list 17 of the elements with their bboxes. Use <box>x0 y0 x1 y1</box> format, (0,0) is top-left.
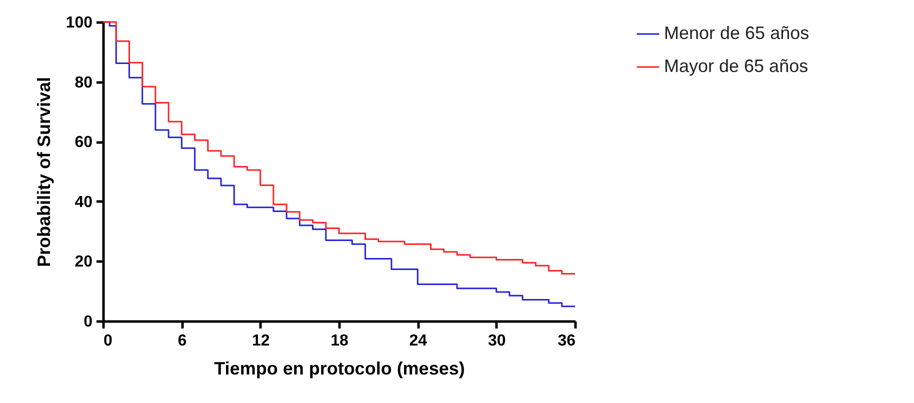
x-tick-label: 0 <box>104 332 112 350</box>
y-tick-label: 80 <box>74 74 93 92</box>
x-tick-label: 12 <box>252 332 270 350</box>
x-tick-label: 6 <box>178 332 187 350</box>
y-tick-label: 40 <box>74 194 93 211</box>
legend-label: Menor de 65 años <box>664 23 810 43</box>
y-tick-label: 0 <box>84 314 93 330</box>
x-axis-title: Tiempo en protocolo (meses) <box>214 358 465 378</box>
y-tick-label: 60 <box>74 134 93 152</box>
x-tick-label: 36 <box>558 332 576 350</box>
x-tick-label: 24 <box>409 332 428 350</box>
y-axis-title: Probability of Survival <box>34 76 54 268</box>
y-tick-label: 100 <box>66 14 93 32</box>
y-tick-label: 20 <box>74 254 93 271</box>
x-tick-label: 18 <box>330 332 348 350</box>
x-tick-label: 30 <box>488 332 506 350</box>
legend-label: Mayor de 65 años <box>664 56 808 76</box>
